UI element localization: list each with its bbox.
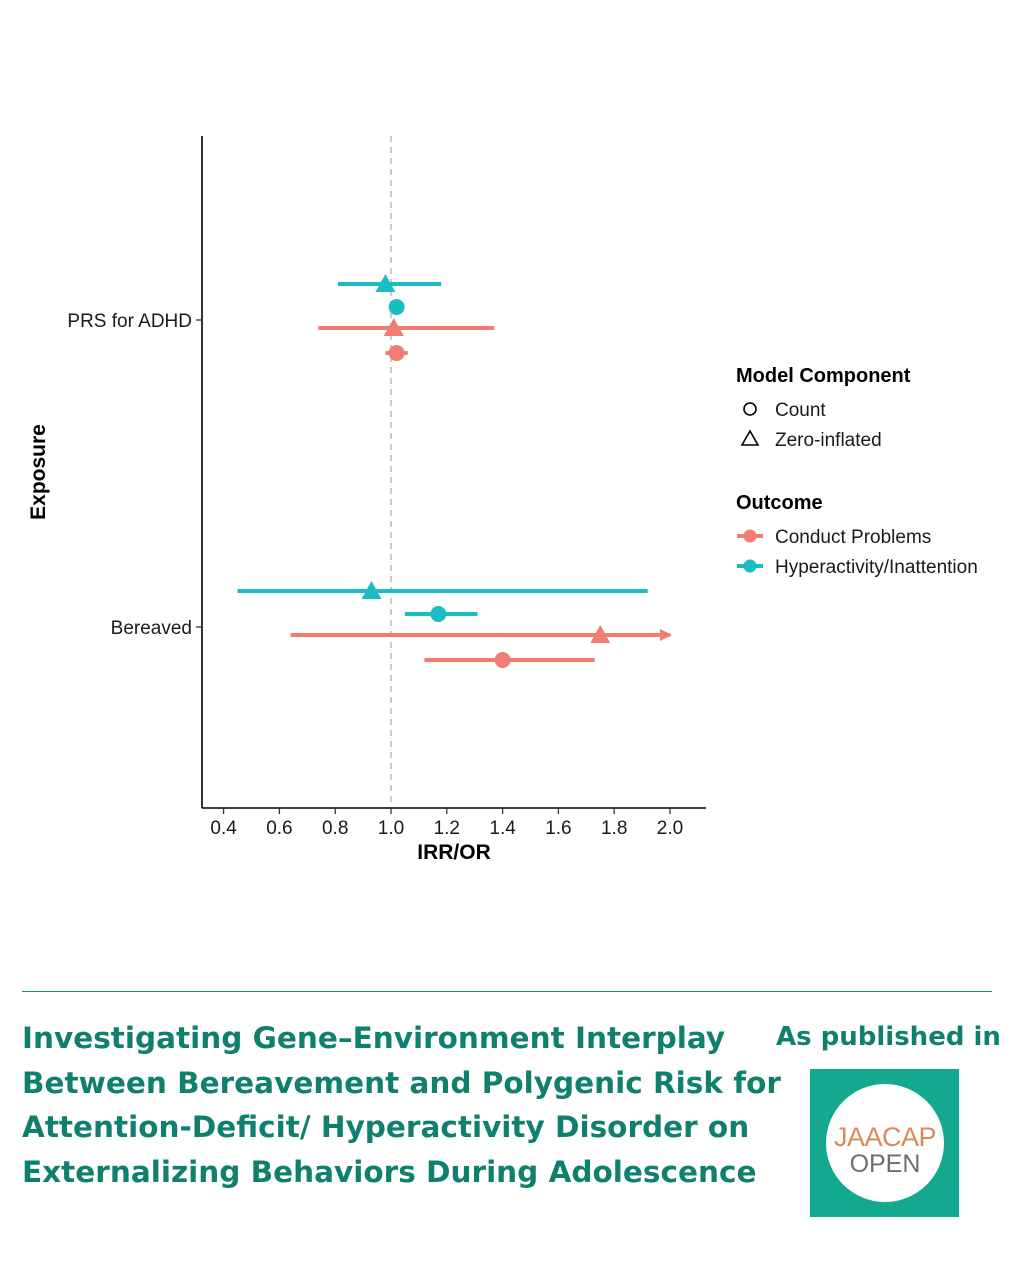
- logo-text-open: OPEN: [849, 1150, 921, 1178]
- logo-text-jaacap: JAACAP: [833, 1122, 937, 1152]
- legend-label-outcome: Conduct Problems: [775, 527, 931, 548]
- legend-key-point: [743, 529, 757, 543]
- y-tick-label: PRS for ADHD: [67, 311, 192, 332]
- footer-divider: [22, 991, 992, 992]
- paper-title: Investigating Gene–Environment Interplay…: [22, 1016, 781, 1194]
- x-tick-label: 0.6: [266, 818, 292, 839]
- point-zero-inflated: [590, 625, 611, 643]
- x-tick-label: 1.6: [545, 818, 571, 839]
- truncation-arrow: [660, 629, 672, 641]
- axes: 0.4 0.6 0.8 1.0 1.2 1.4 1.6 1.8 2.0 PRS for ADHD B…: [27, 136, 706, 864]
- point-zero-inflated: [375, 274, 396, 292]
- legend-label-component: Count: [775, 400, 826, 421]
- journal-logo: JAACAP OPEN: [810, 1069, 959, 1217]
- point-zero-inflated: [383, 318, 404, 336]
- x-tick-label: 0.8: [322, 818, 348, 839]
- y-tick-label: Bereaved: [111, 618, 192, 639]
- paper-title-line: Investigating Gene–Environment Interplay: [22, 1021, 726, 1055]
- point-count: [388, 345, 405, 361]
- legend-title-outcome: Outcome: [736, 492, 823, 514]
- legend-label-outcome: Hyperactivity/Inattention: [775, 557, 978, 578]
- point-zero-inflated: [361, 581, 382, 599]
- published-in-label: As published in: [776, 1022, 1001, 1052]
- legend-title-model-component: Model Component: [736, 365, 911, 387]
- point-count: [430, 606, 447, 622]
- x-tick-label: 2.0: [657, 818, 683, 839]
- paper-title-line: Externalizing Behaviors During Adolescen…: [22, 1154, 757, 1189]
- forest-plot: 0.4 0.6 0.8 1.0 1.2 1.4 1.6 1.8 2.0 PRS for ADHD B…: [27, 136, 978, 864]
- legend-label-component: Zero-inflated: [775, 430, 882, 451]
- x-tick-label: 1.2: [434, 818, 460, 839]
- point-count: [494, 652, 511, 668]
- y-axis-title: Exposure: [27, 424, 50, 520]
- x-tick-label: 1.8: [601, 818, 627, 839]
- point-count: [388, 299, 405, 315]
- paper-title-line: Between Bereavement and Polygenic Risk f…: [22, 1065, 781, 1100]
- logo-circle: JAACAP OPEN: [826, 1084, 944, 1202]
- legend: Model Component Count Zero-inflated Outcome…: [736, 365, 978, 578]
- plot-area: [237, 136, 672, 808]
- x-tick-label: 1.4: [489, 818, 516, 839]
- legend-key-triangle: [740, 429, 760, 446]
- legend-key-circle: [743, 402, 757, 416]
- legend-key-point: [743, 559, 757, 573]
- paper-title-line: Attention-Deficit/ Hyperactivity Disorde…: [22, 1110, 750, 1144]
- x-axis-title: IRR/OR: [417, 841, 491, 864]
- x-tick-label: 0.4: [210, 818, 237, 839]
- x-tick-label: 1.0: [378, 818, 404, 839]
